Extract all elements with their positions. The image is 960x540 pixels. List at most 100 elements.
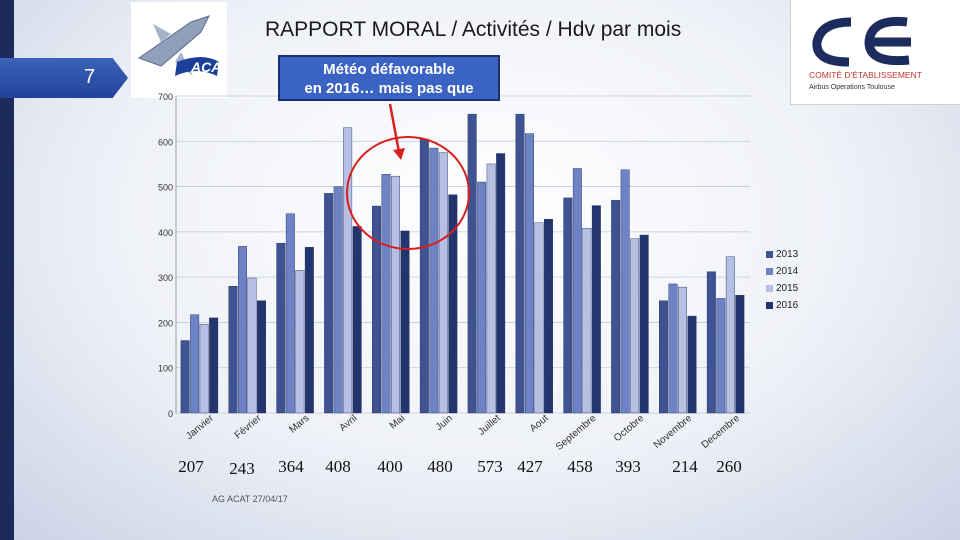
legend-entry-2014: 2014: [766, 263, 798, 280]
bar-2015-aout: [534, 222, 544, 414]
monthly-total-value: 364: [278, 457, 304, 476]
bar-2015-mars: [295, 270, 305, 414]
bar-2014-janvier: [190, 314, 200, 414]
bar-2016-juillet: [496, 153, 506, 414]
ce-logo: COMITÉ D'ÉTABLISSEMENT Airbus Operations…: [790, 0, 960, 105]
bar-2016-aout: [544, 218, 553, 414]
bar-2013-juillet: [467, 113, 477, 414]
bar-2013-aout: [515, 113, 525, 414]
y-tick-label: 500: [158, 183, 173, 193]
bar-2016-mai: [400, 230, 410, 414]
y-tick-label: 600: [158, 137, 173, 147]
x-tick-label: Avril: [338, 413, 360, 434]
bar-2015-janvier: [199, 324, 209, 414]
bar-2015-novembre: [678, 286, 687, 414]
legend-swatch: [766, 268, 773, 275]
monthly-total-value: 207: [178, 457, 204, 476]
monthly-total-value: 458: [567, 457, 593, 476]
bar-2014-octobre: [620, 169, 630, 414]
x-tick-label: Novembre: [652, 413, 695, 451]
monthly-total-value: 260: [716, 457, 742, 476]
acat-logo-text: ACAT: [190, 59, 227, 75]
bar-2013-juin: [419, 138, 429, 414]
bar-2016-mars: [304, 247, 314, 414]
x-tick-label: Mars: [287, 413, 311, 436]
ce-logo-title: COMITÉ D'ÉTABLISSEMENT: [809, 70, 922, 80]
y-tick-label: 400: [158, 228, 173, 238]
bar-2014-février: [238, 246, 247, 414]
monthly-total-value: 393: [615, 457, 641, 476]
x-tick-label: Decembre: [700, 413, 743, 451]
x-tick-label: Septembre: [554, 413, 599, 453]
bar-2013-février: [228, 286, 238, 414]
bar-2016-novembre: [687, 315, 697, 414]
bar-2013-janvier: [180, 340, 190, 414]
page-number: 7: [84, 66, 96, 88]
bar-2015-avril: [343, 127, 353, 414]
legend-label: 2014: [776, 266, 799, 277]
legend-entry-2016: 2016: [766, 297, 798, 314]
x-tick-label: Mai: [388, 413, 407, 432]
left-accent-strip: [0, 0, 14, 540]
ce-logo-mark: COMITÉ D'ÉTABLISSEMENT Airbus Operations…: [809, 16, 922, 91]
bar-2013-avril: [324, 193, 334, 414]
callout-line-1: Météo défavorable: [323, 61, 455, 78]
bar-2014-mars: [285, 213, 295, 414]
bar-2016-juin: [448, 194, 458, 414]
bar-2014-juillet: [477, 181, 487, 414]
x-tick-label: Juillet: [476, 413, 503, 438]
weather-callout: Météo défavorable en 2016… mais pas que: [278, 55, 500, 101]
bar-2016-octobre: [639, 234, 649, 414]
bar-2015-février: [247, 277, 257, 414]
acat-logo: ACAT: [131, 2, 230, 98]
bar-2014-mai: [381, 174, 391, 414]
bar-2013-mars: [276, 242, 286, 414]
callout-arrow-line: [388, 103, 401, 153]
bar-2014-decembre: [716, 298, 726, 414]
acat-plane-icon: ACAT: [137, 15, 230, 76]
chart-bars: [180, 113, 745, 414]
x-tick-label: Juin: [434, 413, 455, 433]
y-tick-label: 0: [168, 409, 173, 419]
legend-swatch: [766, 251, 773, 258]
y-tick-label: 100: [158, 364, 173, 374]
monthly-total-value: 243: [229, 459, 255, 478]
x-tick-label: Aout: [528, 413, 551, 435]
bar-2015-mai: [391, 175, 400, 414]
bar-2016-février: [257, 300, 266, 414]
x-tick-label: Janvier: [184, 412, 216, 442]
bar-2015-juin: [438, 152, 448, 414]
bar-2016-avril: [352, 226, 362, 414]
legend-entry-2015: 2015: [766, 280, 798, 297]
legend-swatch: [766, 285, 773, 292]
bar-2015-septembre: [582, 228, 592, 414]
bar-2015-juillet: [486, 163, 496, 414]
x-tick-label: Octobre: [612, 413, 647, 445]
legend-label: 2016: [776, 300, 799, 311]
chart-labels: Janvier Février Mars Avril Mai Juin Juillet Aou…: [184, 412, 742, 452]
y-tick-label: 200: [158, 318, 173, 328]
bar-2014-juin: [429, 147, 439, 414]
chart-annotations: [346, 103, 470, 250]
chart-legend: 2013 2014 2015 2016: [766, 246, 798, 314]
callout-line-2: en 2016… mais pas que: [304, 80, 474, 97]
monthly-total-value: 427: [517, 457, 543, 476]
chart-axes: 0 100 200 300 400 500 600 700: [158, 92, 750, 419]
monthly-total-value: 480: [427, 457, 453, 476]
page-number-tab: [0, 58, 128, 98]
bar-2014-aout: [525, 133, 534, 414]
legend-label: 2013: [776, 249, 799, 260]
y-tick-label: 700: [158, 92, 173, 102]
bar-2013-septembre: [563, 197, 573, 414]
bar-2013-decembre: [706, 271, 716, 414]
monthly-total-value: 408: [325, 457, 351, 476]
x-tick-label: Février: [233, 412, 264, 441]
monthly-total-value: 214: [672, 457, 698, 476]
bar-2016-septembre: [591, 205, 601, 414]
footer-text: AG ACAT 27/04/17: [212, 494, 288, 504]
legend-label: 2015: [776, 283, 799, 294]
bar-2015-octobre: [630, 238, 640, 414]
bar-2013-novembre: [659, 300, 668, 414]
callout-arrow-head: [393, 148, 405, 160]
